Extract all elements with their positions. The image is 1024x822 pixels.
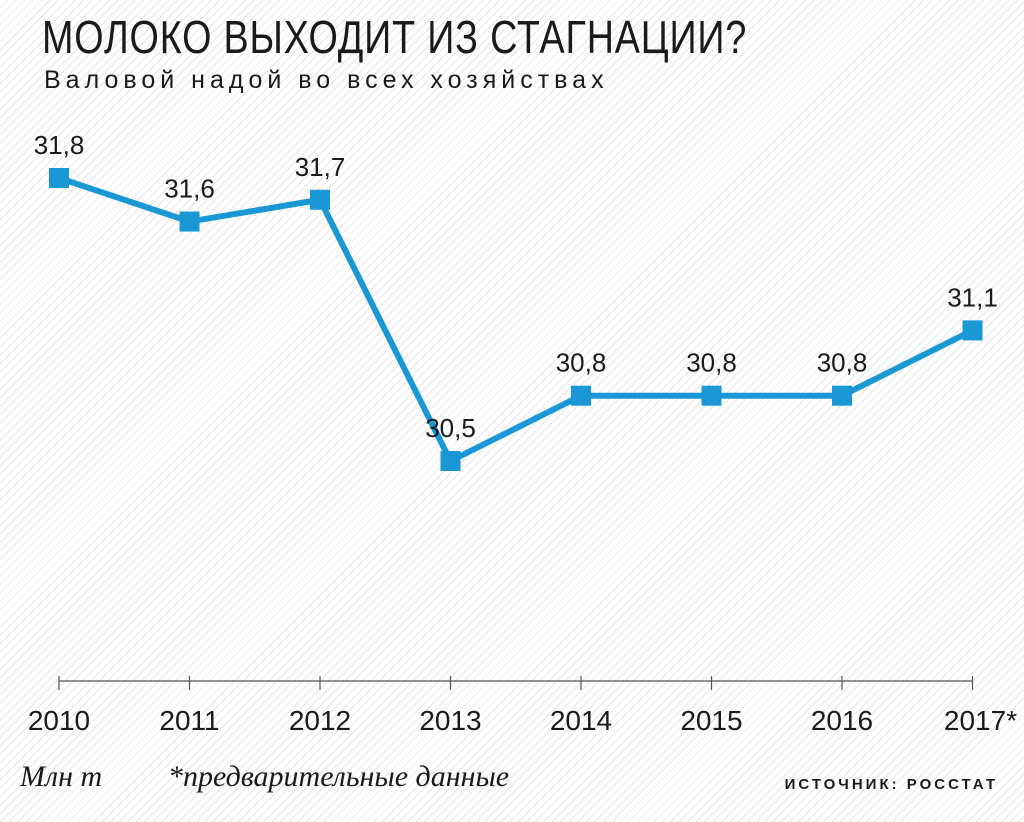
chart-subtitle: Валовой надой во всех хозяйствах <box>44 66 609 94</box>
data-label: 30,8 <box>686 348 737 378</box>
data-points <box>49 168 983 471</box>
data-labels: 31,8 31,6 31,7 30,5 30,8 30,8 30,8 31,1 <box>34 130 998 443</box>
x-axis: 2010 2011 2012 2013 2014 2015 2016 2017* <box>28 676 1017 736</box>
data-label: 30,8 <box>817 348 868 378</box>
data-label: 30,5 <box>425 413 476 443</box>
data-point <box>440 451 461 471</box>
chart-title: МОЛОКО ВЫХОДИТ ИЗ СТАГНАЦИИ? <box>42 11 748 63</box>
source-label: ИСТОЧНИК: РОССТАТ <box>784 776 998 793</box>
data-point <box>49 168 69 188</box>
data-point <box>310 189 330 210</box>
x-tick-label: 2017* <box>944 705 1017 736</box>
data-point <box>832 385 852 406</box>
data-point <box>701 385 722 406</box>
data-label: 31,6 <box>164 174 215 204</box>
x-tick-label: 2012 <box>289 705 351 736</box>
footnote: *предварительные данные <box>168 760 510 793</box>
data-point <box>962 320 983 341</box>
x-tick-label: 2011 <box>159 705 219 736</box>
data-label: 31,8 <box>34 130 85 160</box>
x-tick-label: 2010 <box>28 705 90 736</box>
unit-label: Млн т <box>20 760 103 793</box>
data-label: 31,7 <box>295 152 346 182</box>
data-point <box>571 385 591 406</box>
x-tick-label: 2016 <box>811 705 873 736</box>
x-tick-label: 2015 <box>680 705 742 736</box>
series-line <box>58 175 974 464</box>
series-line-group <box>58 175 974 464</box>
x-tick-label: 2014 <box>550 705 612 736</box>
data-label: 31,1 <box>947 282 998 312</box>
data-label: 30,8 <box>556 348 607 378</box>
x-tick-label: 2013 <box>419 705 481 736</box>
data-point <box>179 211 200 232</box>
